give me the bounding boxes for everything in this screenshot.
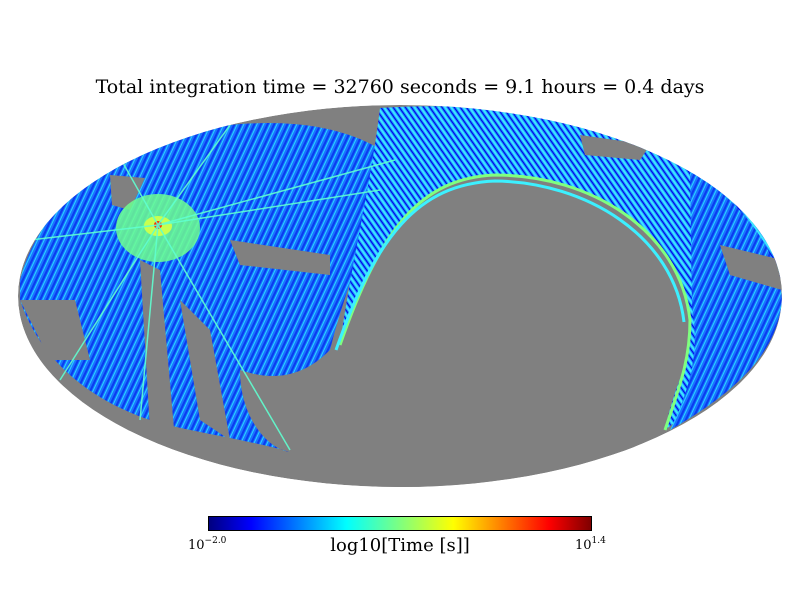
colorbar-label: log10[Time [s]] [330,535,470,556]
gap-top-mid [230,240,330,275]
region-edge-cyan [334,179,686,351]
gap-right [720,245,782,290]
gap-left-lower2 [180,300,230,440]
unobserved-region [300,175,690,487]
coverage-region-top [340,106,782,430]
coverage-region-right [670,170,782,430]
hotspot-rays [29,124,396,451]
sky-map-content [18,105,782,487]
gap-left [20,300,90,360]
gap-top [580,135,650,160]
colorbar-max-label: 101.4 [575,536,606,553]
map-title: Total integration time = 32760 seconds =… [95,76,705,98]
gap-left-lower [140,260,175,440]
colorbar-min-label: 10−2.0 [188,536,227,553]
colorbar [208,516,592,531]
gap-upper-left [110,175,145,210]
